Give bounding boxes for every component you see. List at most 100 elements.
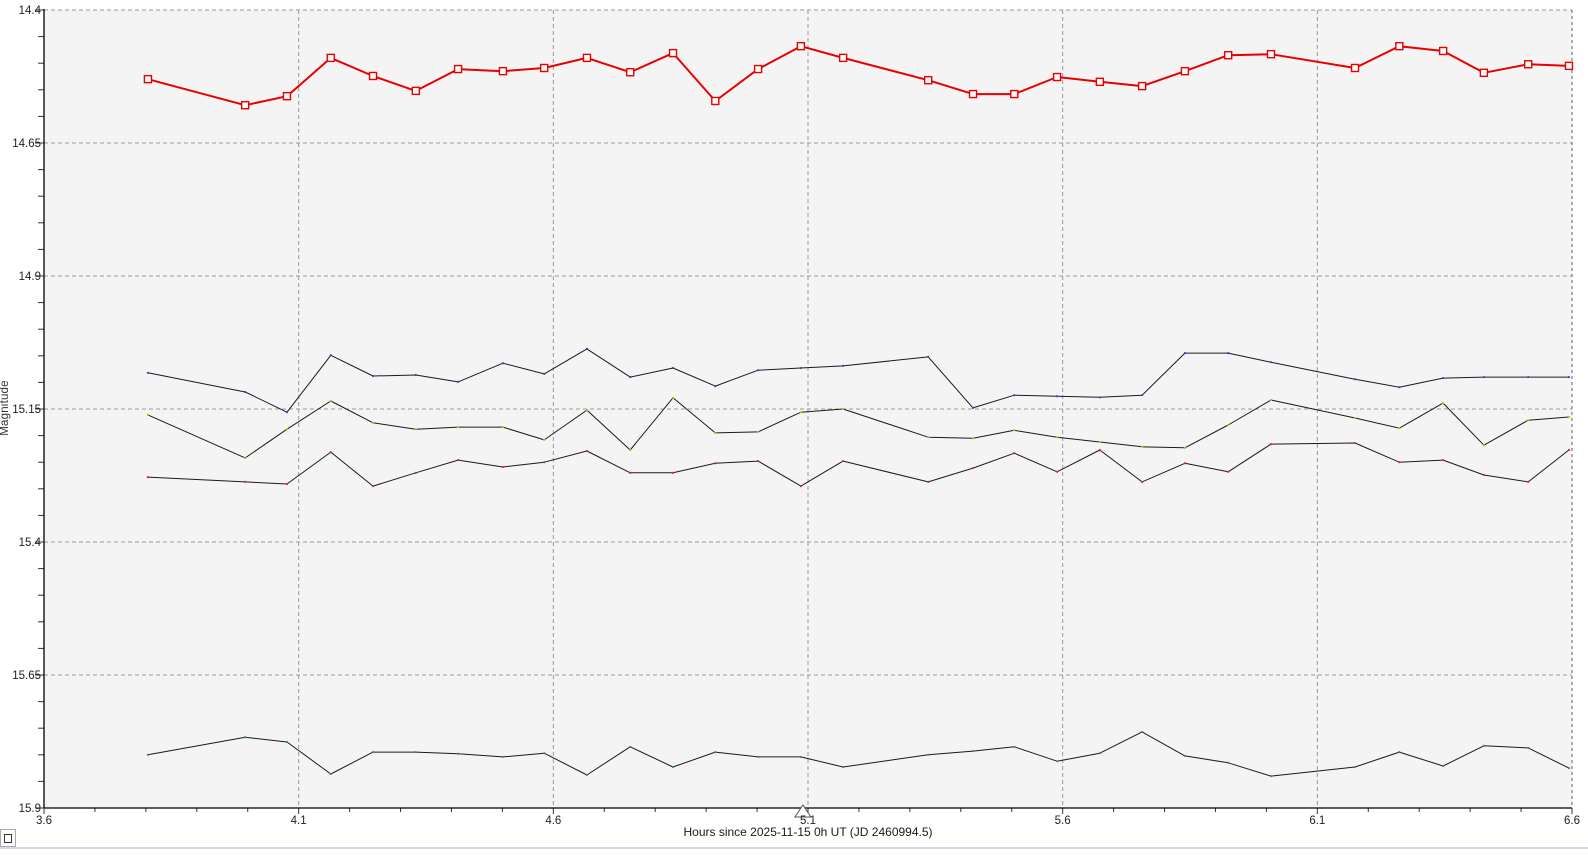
data-point-dot bbox=[543, 461, 546, 464]
data-point-dot bbox=[756, 430, 760, 433]
data-point-dot bbox=[1141, 445, 1144, 448]
data-point-dot bbox=[585, 408, 589, 412]
data-point-dot bbox=[971, 749, 975, 753]
data-point-marker bbox=[282, 91, 292, 101]
time-cursor-handle[interactable] bbox=[793, 804, 812, 818]
data-point-marker bbox=[1350, 63, 1360, 73]
data-point-marker bbox=[1438, 46, 1448, 56]
data-point-dot bbox=[1567, 415, 1571, 419]
data-point-dot bbox=[1353, 441, 1357, 445]
data-point-dot bbox=[585, 773, 589, 777]
data-point-dot bbox=[1527, 375, 1530, 379]
y-tick-label: 15.65 bbox=[12, 670, 41, 682]
data-point-marker bbox=[1137, 81, 1147, 91]
data-point-dot bbox=[714, 385, 717, 388]
data-point-dot bbox=[842, 460, 845, 463]
x-tick-label: 3.6 bbox=[36, 815, 52, 827]
data-point-dot bbox=[1398, 751, 1401, 754]
y-tick-label: 14.9 bbox=[19, 271, 41, 283]
series-target bbox=[143, 41, 1574, 110]
data-point-dot bbox=[1013, 452, 1016, 455]
x-tick-label: 4.1 bbox=[291, 815, 307, 827]
data-point-dot bbox=[285, 740, 289, 744]
data-point-marker bbox=[1095, 77, 1105, 87]
data-point-dot bbox=[501, 425, 505, 429]
data-point-marker bbox=[711, 96, 720, 106]
data-point-dot bbox=[329, 772, 332, 776]
y-tick-label: 15.4 bbox=[19, 537, 42, 549]
data-point-dot bbox=[414, 751, 417, 754]
data-point-marker bbox=[668, 48, 678, 58]
data-point-dot bbox=[285, 428, 289, 431]
data-point-marker bbox=[1266, 49, 1276, 59]
data-point-dot bbox=[146, 371, 150, 374]
data-point-marker bbox=[240, 101, 250, 110]
corner-expand-button[interactable] bbox=[0, 829, 16, 847]
data-point-marker bbox=[1052, 72, 1062, 82]
data-point-dot bbox=[1227, 470, 1230, 473]
data-point-dot bbox=[414, 471, 417, 474]
data-point-dot bbox=[1141, 394, 1144, 397]
data-point-marker bbox=[1564, 61, 1574, 71]
data-point-dot bbox=[1227, 423, 1230, 427]
gridlines bbox=[44, 9, 1572, 808]
data-point-dot bbox=[1269, 443, 1273, 446]
x-tick-label: 4.6 bbox=[545, 815, 561, 827]
data-point-dot bbox=[927, 355, 930, 358]
x-tick-label: 5.6 bbox=[1055, 815, 1071, 827]
data-point-dot bbox=[1183, 352, 1187, 355]
data-point-dot bbox=[1269, 361, 1273, 364]
data-point-dot bbox=[1098, 752, 1101, 755]
axes bbox=[43, 9, 1572, 809]
data-point-marker bbox=[411, 86, 421, 96]
series-comp-star-3 bbox=[146, 441, 1571, 488]
y-tick-label: 14.65 bbox=[12, 138, 41, 150]
tick-labels: 14.4 14.65 14.9 15.15 15.4 15.65 15.93.6 4.1 4.6… bbox=[12, 5, 1580, 827]
data-point-dot bbox=[244, 456, 247, 460]
data-point-dot bbox=[585, 347, 589, 350]
data-point-dot bbox=[501, 465, 505, 469]
data-point-dot bbox=[329, 450, 332, 454]
data-point-dot bbox=[756, 755, 760, 759]
data-point-dot bbox=[1482, 375, 1485, 379]
data-point-dot bbox=[629, 448, 632, 452]
data-point-dot bbox=[371, 421, 375, 424]
data-point-marker bbox=[1523, 60, 1533, 69]
data-point-dot bbox=[1353, 378, 1357, 381]
data-point-dot bbox=[1482, 473, 1485, 477]
data-point-dot bbox=[671, 396, 675, 399]
x-axis-title: Hours since 2025-11-15 0h UT (JD 2460994… bbox=[683, 825, 933, 839]
data-point-dot bbox=[629, 745, 632, 748]
data-point-dot bbox=[1055, 760, 1059, 763]
data-point-dot bbox=[1527, 419, 1530, 422]
panel-divider bbox=[0, 847, 1588, 849]
square-outline-icon bbox=[4, 833, 12, 843]
data-point-dot bbox=[456, 380, 460, 383]
data-point-dot bbox=[1442, 377, 1445, 380]
data-point-dot bbox=[1269, 398, 1273, 402]
data-point-dot bbox=[799, 755, 802, 759]
data-point-dot bbox=[714, 431, 717, 435]
data-point-dot bbox=[629, 471, 632, 474]
data-point-dot bbox=[842, 765, 845, 769]
data-point-dot bbox=[146, 413, 150, 416]
data-point-dot bbox=[1398, 427, 1401, 430]
data-point-dot bbox=[1013, 394, 1016, 397]
x-tick-label: 5.1 bbox=[800, 815, 816, 827]
data-point-dot bbox=[1567, 375, 1571, 379]
data-point-marker bbox=[924, 76, 933, 85]
data-point-dot bbox=[1227, 761, 1230, 764]
data-point-marker bbox=[1395, 41, 1404, 51]
data-point-dot bbox=[1353, 765, 1357, 769]
series-comp-star-1 bbox=[146, 347, 1571, 414]
data-point-marker bbox=[582, 53, 592, 63]
data-point-dot bbox=[714, 462, 717, 465]
data-point-dot bbox=[1482, 744, 1485, 747]
series-comp-star-4 bbox=[146, 730, 1571, 778]
data-point-dot bbox=[971, 406, 975, 410]
data-point-marker bbox=[838, 53, 848, 63]
data-point-dot bbox=[1567, 767, 1571, 770]
data-point-marker bbox=[1479, 68, 1489, 77]
